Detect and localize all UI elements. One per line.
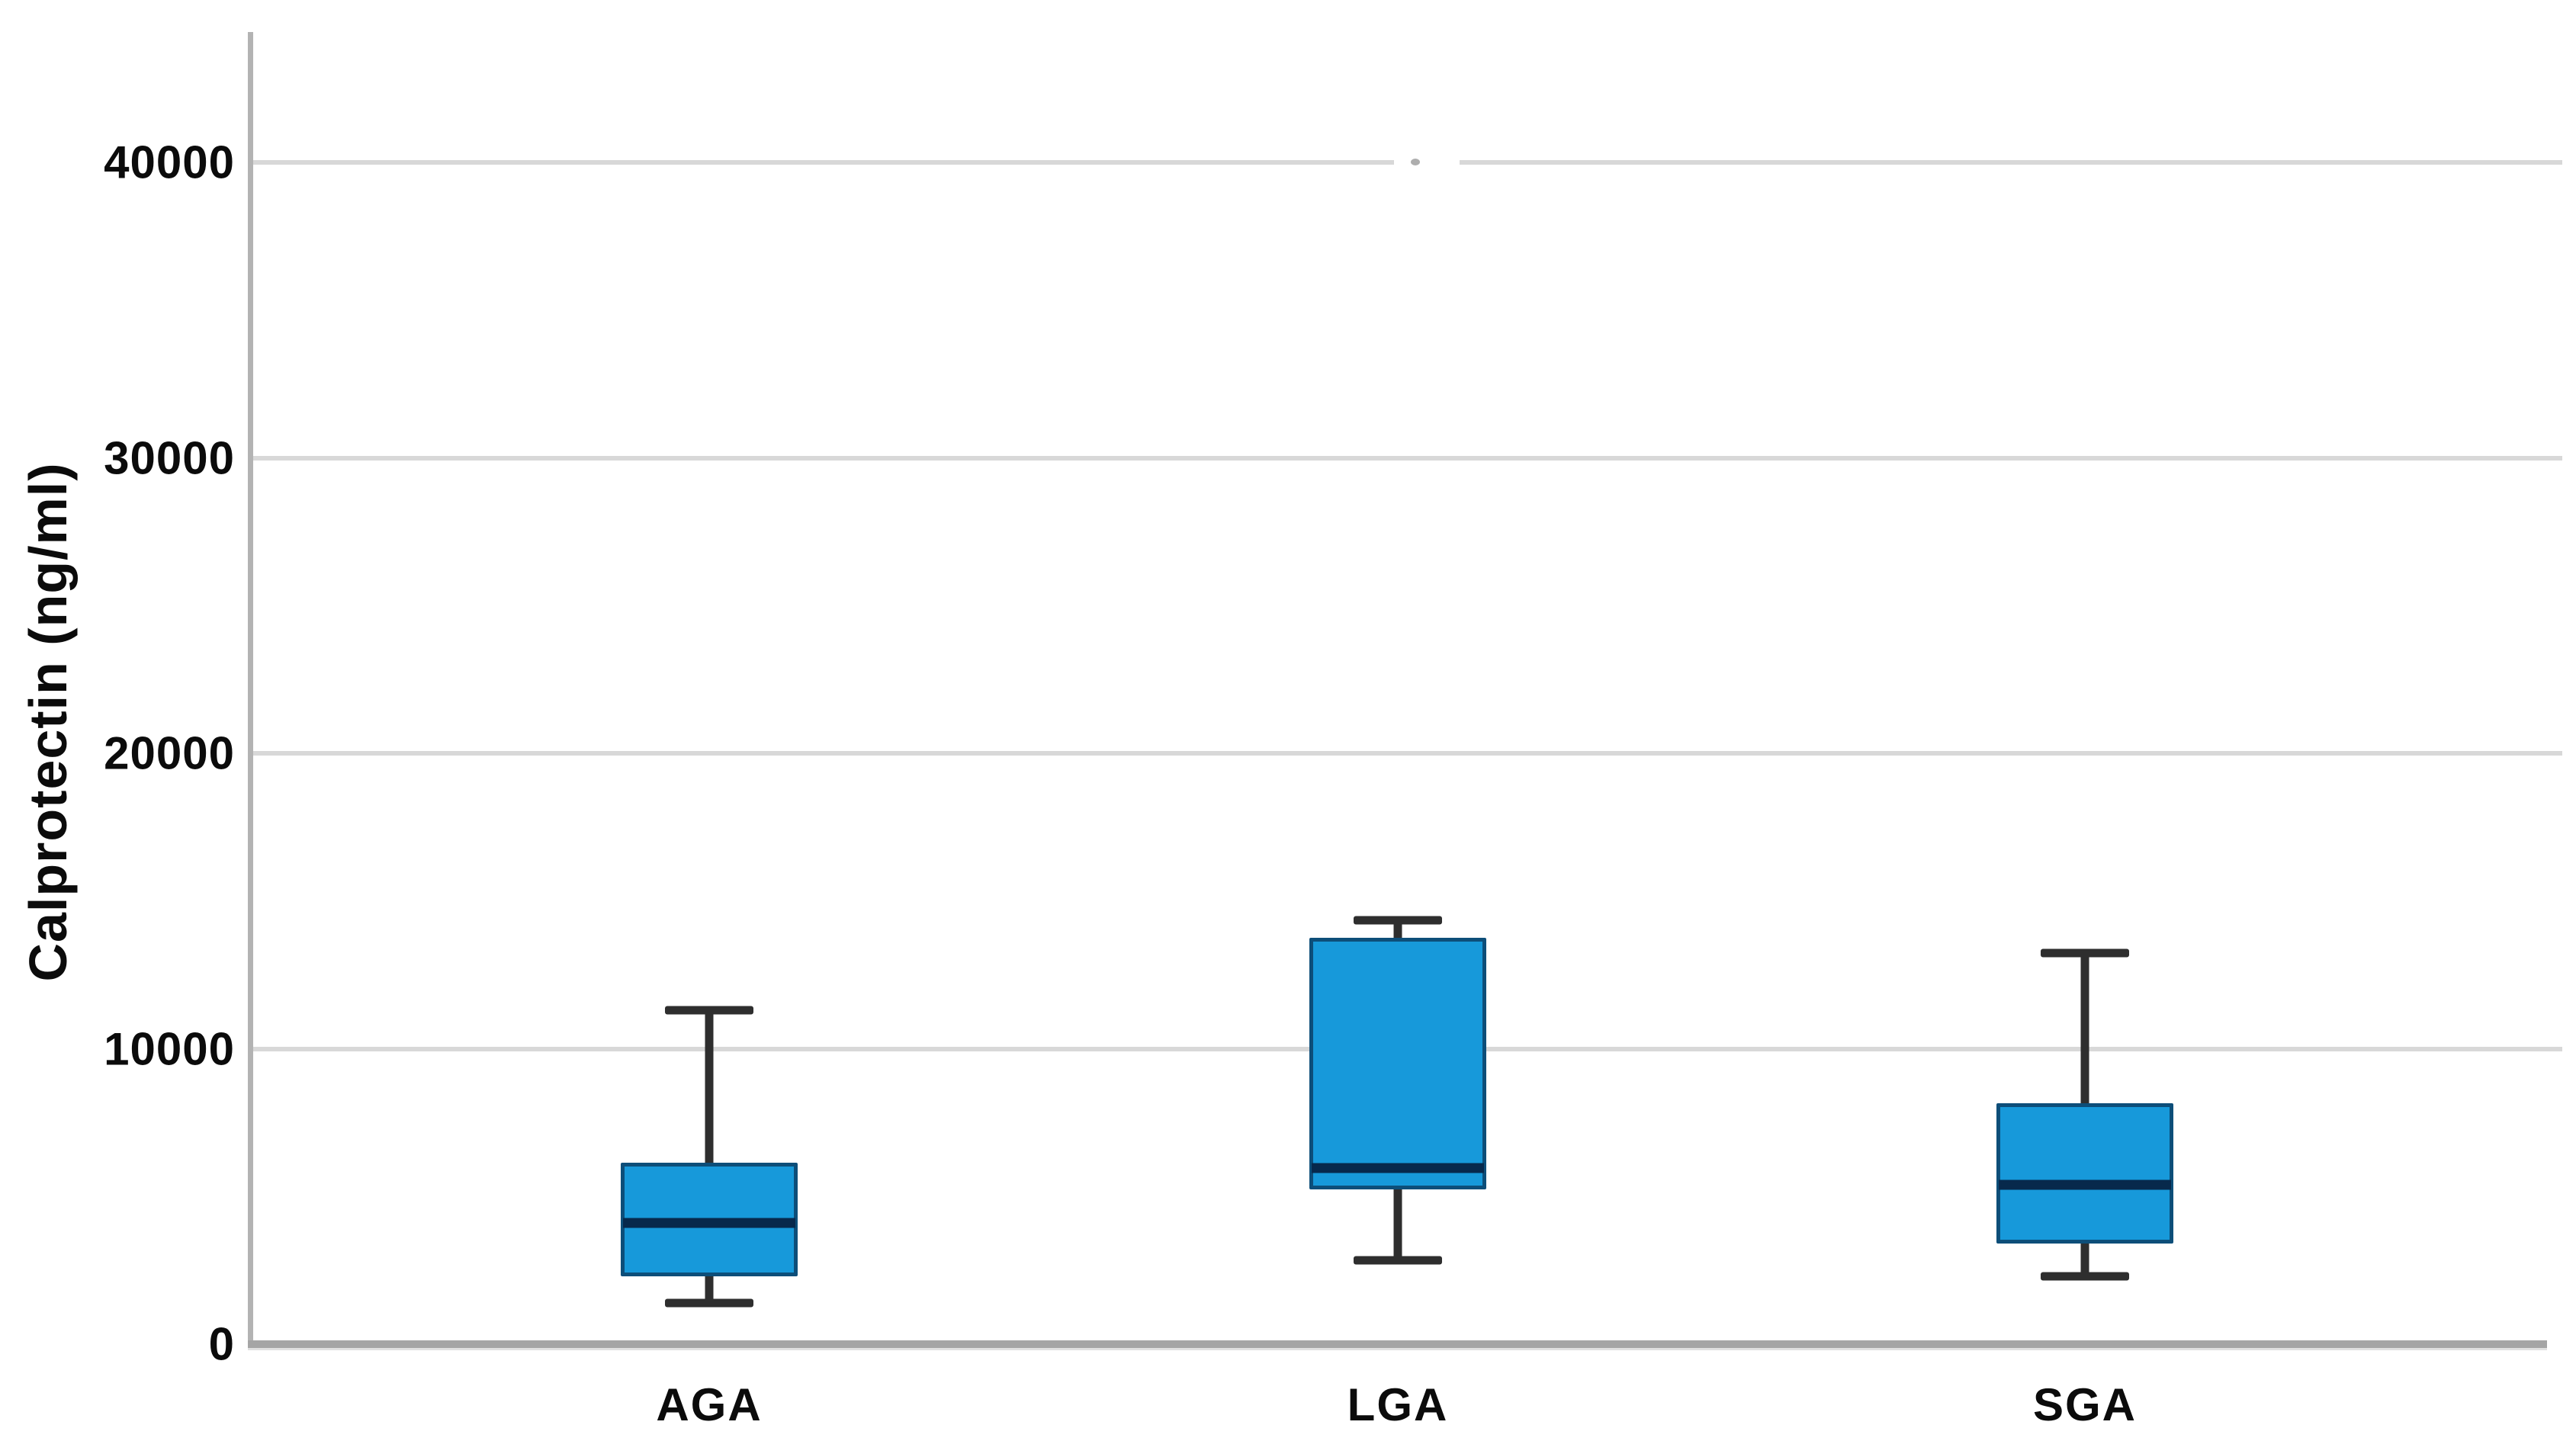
whisker-lower-stem (2080, 1244, 2089, 1276)
whisker-upper-stem (705, 1010, 714, 1163)
median-line-AGA (623, 1218, 795, 1228)
y-tick-label: 40000 (104, 136, 235, 188)
whisker-upper-cap (1354, 916, 1442, 925)
whiteout-artifact (1394, 136, 1460, 200)
iqr-box-LGA (1309, 938, 1486, 1189)
y-tick-label: 0 (208, 1318, 235, 1370)
median-line-SGA (1999, 1179, 2171, 1190)
gridline-20000 (252, 751, 2562, 756)
whisker-lower-cap (2041, 1272, 2129, 1281)
y-axis-line (248, 32, 253, 1348)
x-category-label-SGA: SGA (2032, 1379, 2138, 1430)
median-line-LGA (1312, 1163, 1484, 1173)
whisker-lower-cap (665, 1298, 753, 1308)
whisker-upper-cap (2041, 948, 2129, 958)
x-category-label-LGA: LGA (1347, 1379, 1449, 1430)
y-axis-title: Calprotectin (ng/ml) (18, 462, 78, 982)
y-tick-label: 20000 (104, 727, 235, 779)
gray-speck-artifact (1411, 159, 1420, 165)
y-tick-label: 30000 (104, 432, 235, 483)
iqr-box-SGA (1996, 1103, 2173, 1244)
x-category-label-AGA: AGA (656, 1379, 763, 1430)
whisker-upper-cap (665, 1006, 753, 1015)
whisker-lower-stem (705, 1276, 714, 1303)
gridline-30000 (252, 455, 2562, 461)
whisker-lower-cap (1354, 1256, 1442, 1265)
x-axis-line (248, 1340, 2547, 1348)
y-tick-label: 10000 (104, 1023, 235, 1074)
whisker-lower-stem (1393, 1189, 1402, 1260)
whisker-upper-stem (1393, 919, 1402, 939)
whisker-upper-stem (2080, 952, 2089, 1104)
